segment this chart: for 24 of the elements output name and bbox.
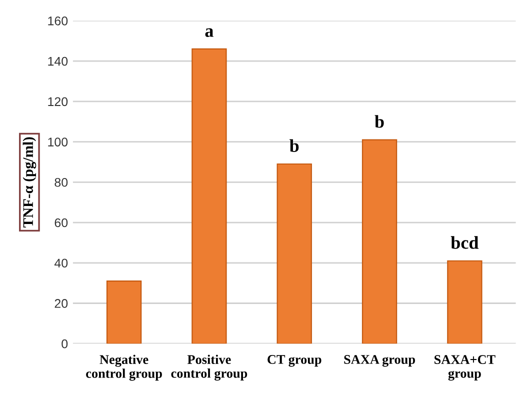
y-tick-label: 100 <box>48 138 68 146</box>
y-axis-title: TNF-α (pg/ml) <box>22 137 36 228</box>
x-tick-label: SAXA group <box>344 355 415 367</box>
bar <box>447 260 482 344</box>
y-tick-label: 60 <box>54 218 68 228</box>
annotation: b <box>290 139 299 152</box>
bar <box>276 163 312 344</box>
annotation: b <box>374 115 384 128</box>
y-tick-label: 0 <box>62 339 68 348</box>
y-tick-label: 160 <box>48 16 68 26</box>
x-tick-label: Negative control group <box>86 354 162 381</box>
annotation: bcd <box>450 236 479 249</box>
x-tick-label: SAXA+CT group <box>434 355 496 381</box>
y-tick-label: 40 <box>54 258 68 268</box>
annotation: a <box>205 28 214 37</box>
x-tick-label: CT group <box>268 355 322 367</box>
y-tick-label: 120 <box>48 97 68 106</box>
bar <box>106 280 142 344</box>
y-tick-label: 140 <box>48 56 68 66</box>
y-tick-label: 80 <box>54 178 68 187</box>
bar <box>362 139 398 344</box>
x-tick-label: Positive control group <box>171 354 248 381</box>
y-tick-label: 20 <box>54 299 68 308</box>
bar <box>192 48 227 344</box>
